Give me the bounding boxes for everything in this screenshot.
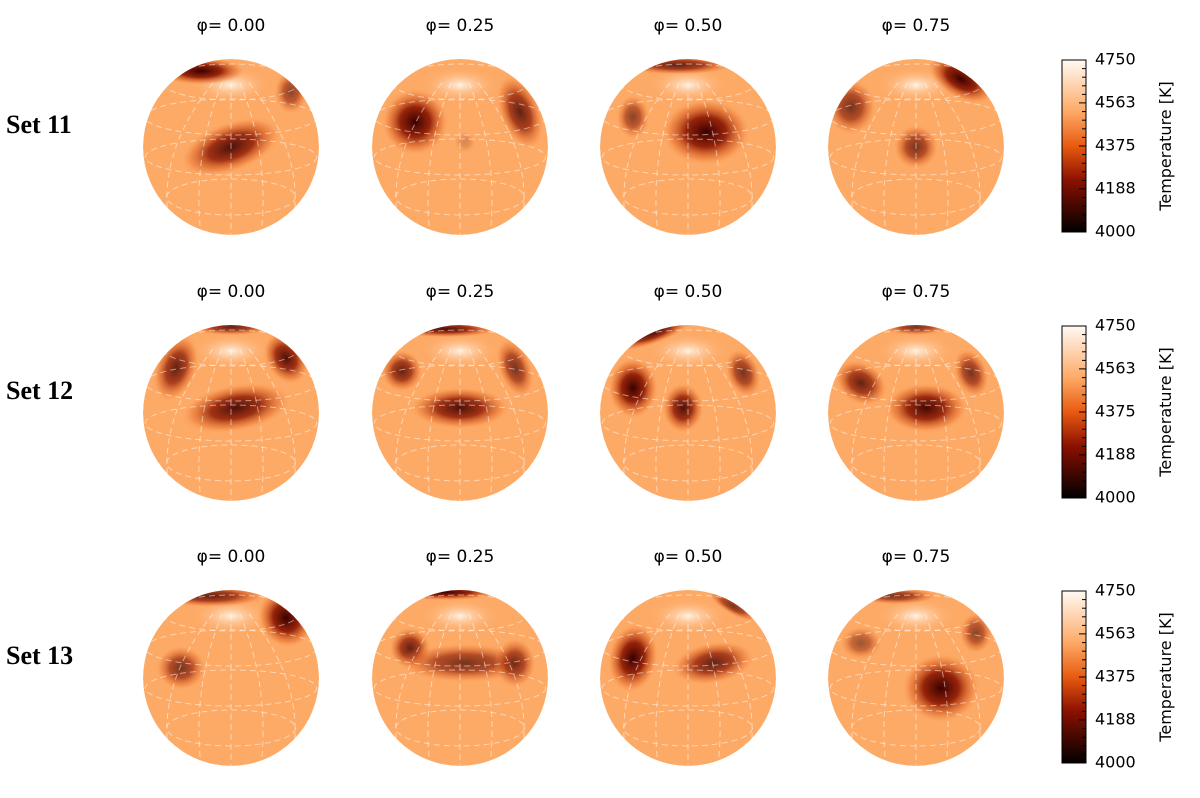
spot xyxy=(409,387,511,429)
phase-label: φ= 0.75 xyxy=(882,547,951,567)
star-surface xyxy=(372,590,548,766)
colorbar-tick-label: 4000 xyxy=(1095,488,1136,507)
colorbar-tick-label: 4188 xyxy=(1095,444,1136,463)
star-map xyxy=(828,325,1004,501)
spot xyxy=(494,637,536,689)
spot xyxy=(189,325,273,336)
star-map xyxy=(372,59,548,235)
spot xyxy=(389,325,501,338)
phase-label: φ= 0.50 xyxy=(654,16,723,36)
phase-label: φ= 0.75 xyxy=(882,282,951,302)
phase-label: φ= 0.75 xyxy=(882,16,951,36)
spot xyxy=(156,59,246,85)
spot xyxy=(884,382,968,434)
star-map xyxy=(600,590,776,766)
star-map xyxy=(600,325,776,501)
colorbar-tick-label: 4750 xyxy=(1095,316,1136,335)
colorbar-tick-label: 4000 xyxy=(1095,753,1136,772)
spot xyxy=(453,130,477,154)
star-surface xyxy=(143,325,319,501)
phase-label: φ= 0.50 xyxy=(654,282,723,302)
spot xyxy=(607,357,659,419)
colorbar-label: Temperature [K] xyxy=(1156,612,1175,742)
spot xyxy=(881,325,951,336)
phase-label: φ= 0.25 xyxy=(426,282,495,302)
star-map xyxy=(600,59,776,235)
star-map xyxy=(143,590,319,766)
spot xyxy=(708,590,758,622)
colorbar-tick-label: 4000 xyxy=(1095,222,1136,241)
star-surface xyxy=(143,590,319,766)
star-surface xyxy=(600,325,776,501)
star-surface xyxy=(600,59,776,235)
star-map xyxy=(372,590,548,766)
star-map xyxy=(372,325,548,501)
spot xyxy=(828,79,877,135)
star-surface xyxy=(600,590,776,766)
star-surface xyxy=(372,59,548,235)
star-map xyxy=(143,325,319,501)
spot xyxy=(661,98,751,166)
spot xyxy=(622,59,734,75)
set-label: Set 13 xyxy=(6,641,73,670)
spot xyxy=(180,382,292,434)
colorbar-label: Temperature [K] xyxy=(1156,81,1175,211)
spot xyxy=(662,382,704,434)
phase-label: φ= 0.00 xyxy=(197,282,266,302)
star-map xyxy=(143,59,319,235)
star-map xyxy=(828,590,1004,766)
spot xyxy=(607,623,659,693)
colorbar-tick-label: 4750 xyxy=(1095,581,1136,600)
star-surface xyxy=(828,325,1004,501)
spot xyxy=(959,612,993,654)
set-label: Set 11 xyxy=(6,110,72,139)
star-map xyxy=(828,59,1004,235)
colorbar-tick-label: 4563 xyxy=(1095,358,1136,377)
star-surface xyxy=(828,59,1004,235)
star-surface xyxy=(143,59,319,235)
colorbar-label: Temperature [K] xyxy=(1156,347,1175,477)
spot xyxy=(155,645,207,691)
spot xyxy=(840,626,882,660)
colorbar-tick-label: 4375 xyxy=(1095,402,1136,421)
star-surface xyxy=(372,325,548,501)
colorbar-tick-label: 4188 xyxy=(1095,709,1136,728)
spot xyxy=(725,348,761,398)
phase-label: φ= 0.00 xyxy=(197,547,266,567)
spot xyxy=(389,590,501,601)
colorbar-tick-label: 4563 xyxy=(1095,623,1136,642)
spot xyxy=(834,360,888,406)
phase-label: φ= 0.50 xyxy=(654,547,723,567)
phase-label: φ= 0.25 xyxy=(426,16,495,36)
colorbar-tick-label: 4563 xyxy=(1095,92,1136,111)
colorbar-tick-label: 4750 xyxy=(1095,50,1136,69)
star-surface xyxy=(828,590,1004,766)
spot xyxy=(616,94,650,140)
spot xyxy=(496,338,534,398)
phase-label: φ= 0.00 xyxy=(197,16,266,36)
spot xyxy=(953,348,989,398)
colorbar-tick-label: 4375 xyxy=(1095,667,1136,686)
set-label: Set 12 xyxy=(6,376,73,405)
spot xyxy=(381,88,449,156)
phase-label: φ= 0.25 xyxy=(426,547,495,567)
colorbar-tick-label: 4375 xyxy=(1095,136,1136,155)
colorbar-tick-label: 4188 xyxy=(1095,178,1136,197)
